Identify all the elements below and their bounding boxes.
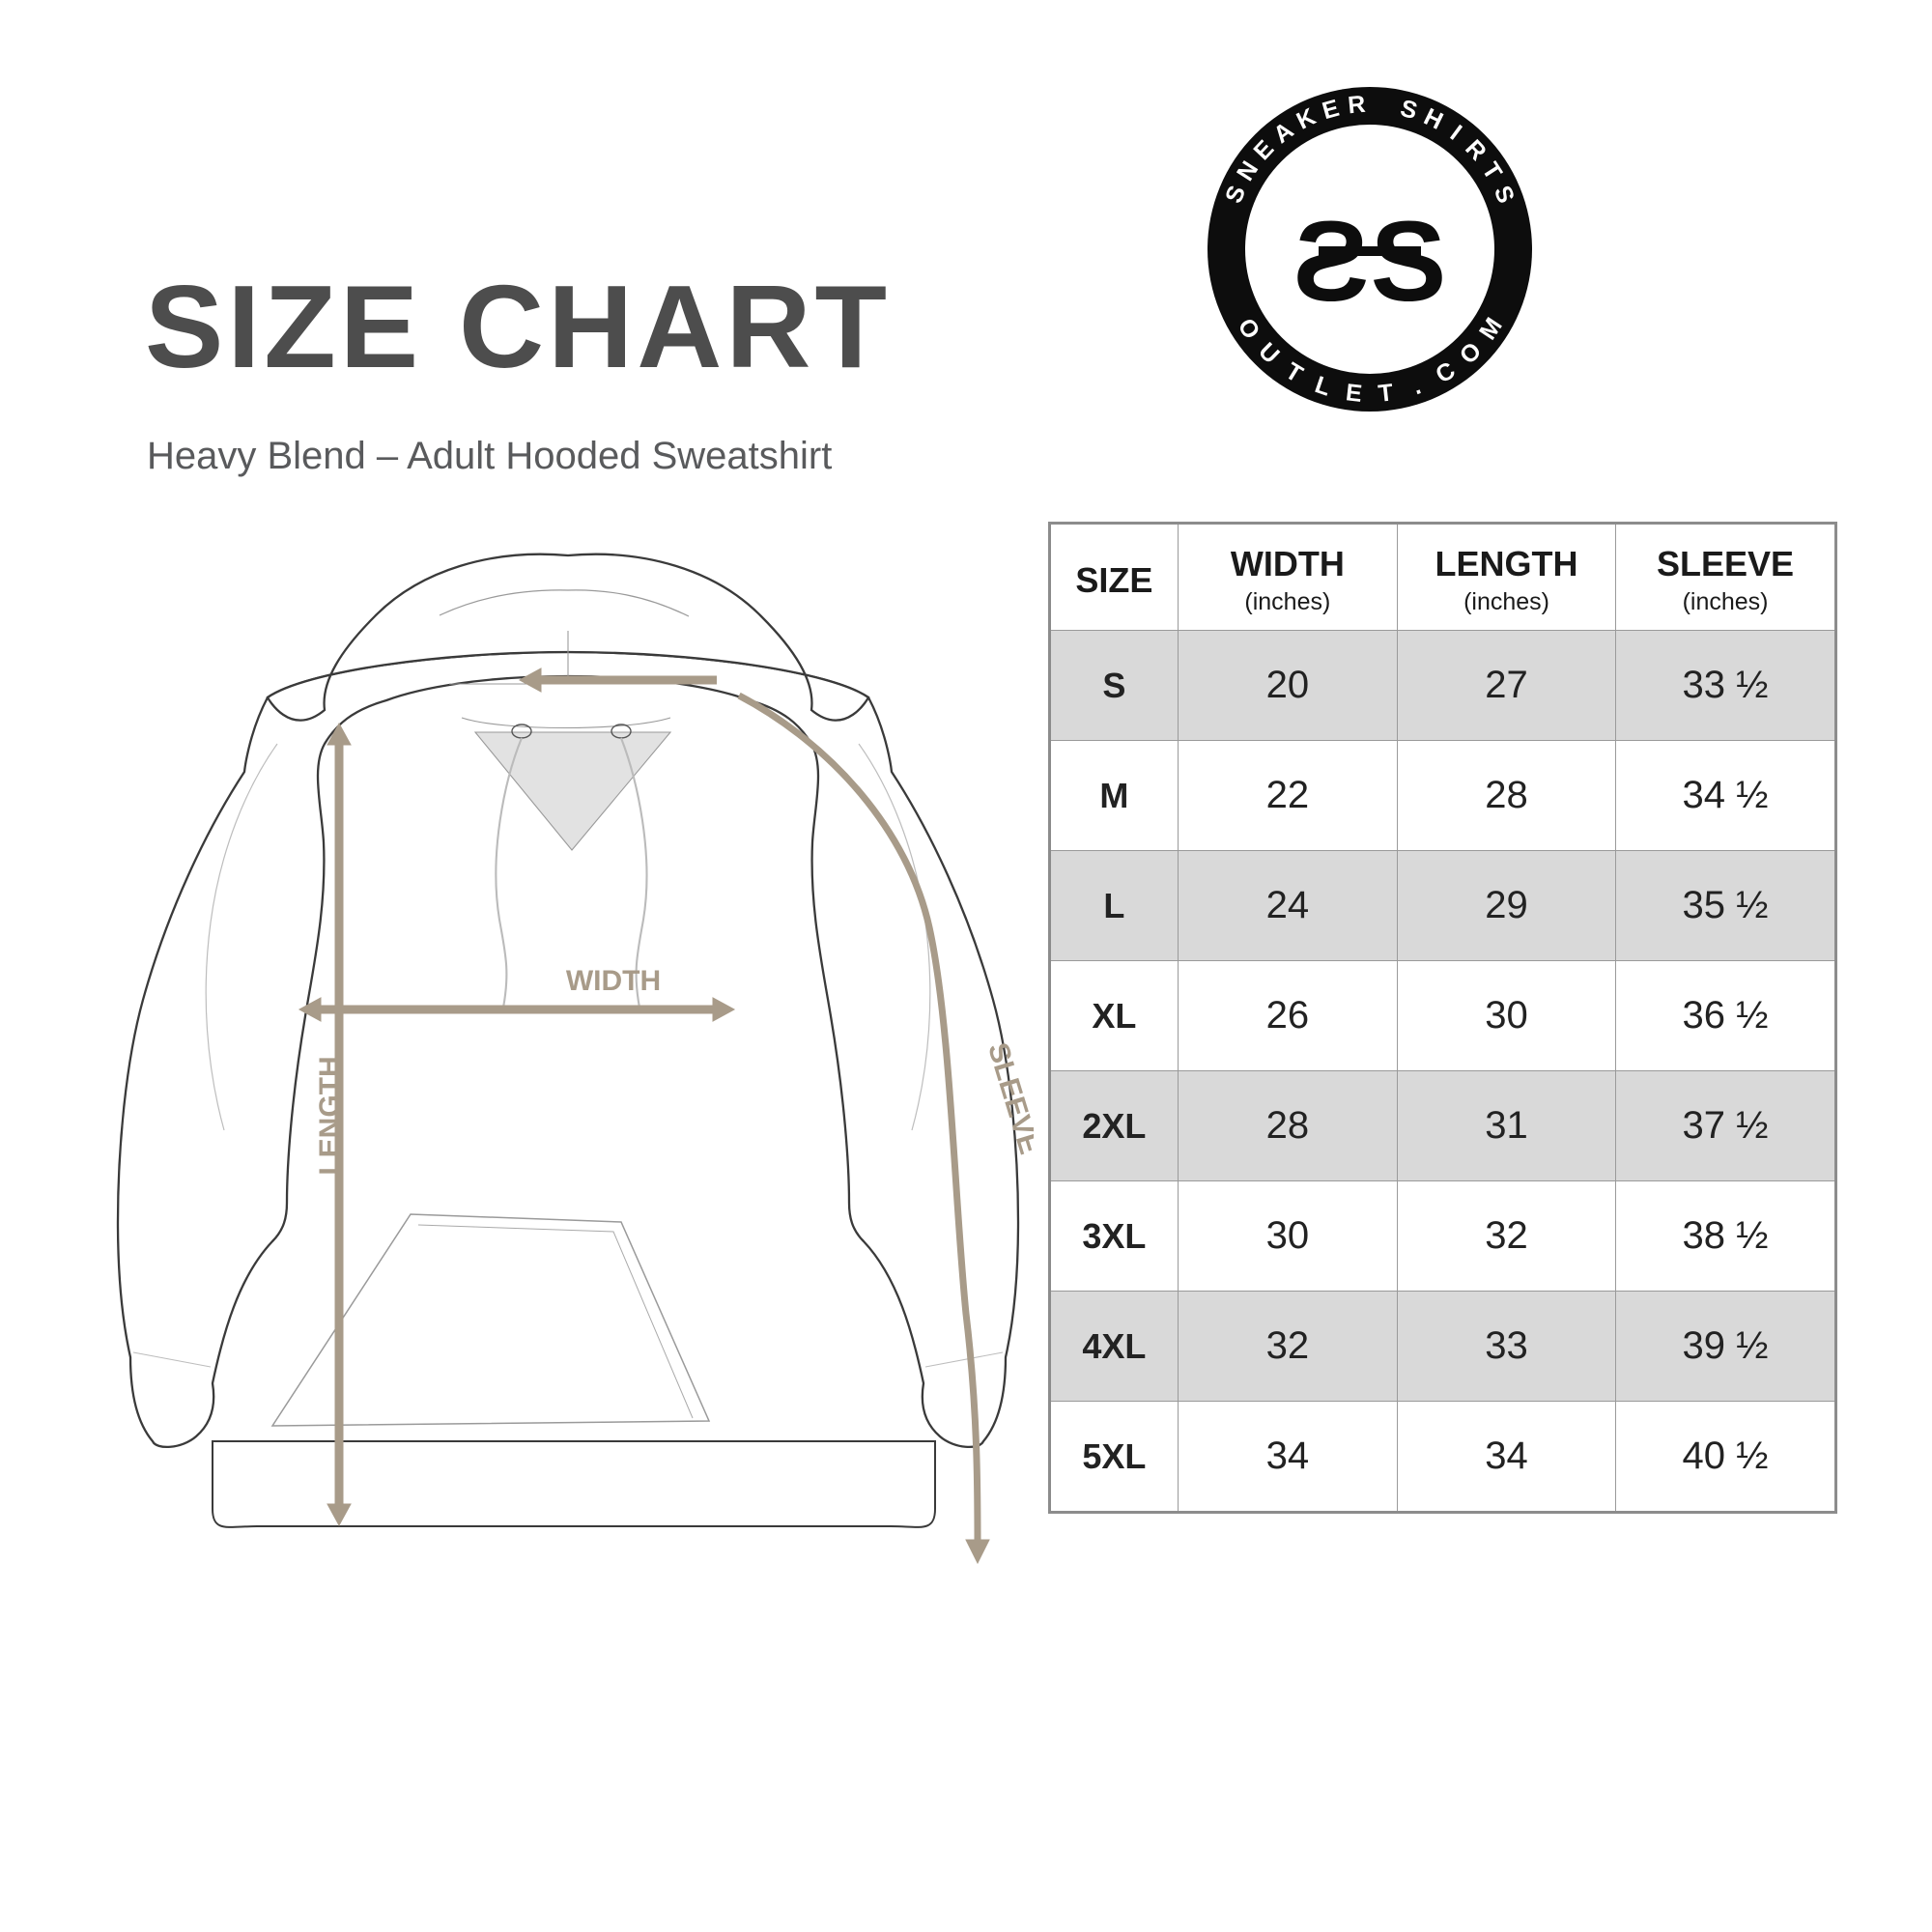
svg-text:E: E (1345, 379, 1364, 408)
svg-text:WIDTH: WIDTH (566, 965, 661, 997)
svg-text:LENGTH: LENGTH (314, 1056, 346, 1175)
svg-text:SLEEVE: SLEEVE (981, 1039, 1034, 1158)
svg-text:R: R (1347, 91, 1367, 120)
svg-text:S: S (1371, 198, 1447, 326)
svg-text:S: S (1293, 198, 1370, 326)
svg-text:T: T (1377, 379, 1394, 408)
